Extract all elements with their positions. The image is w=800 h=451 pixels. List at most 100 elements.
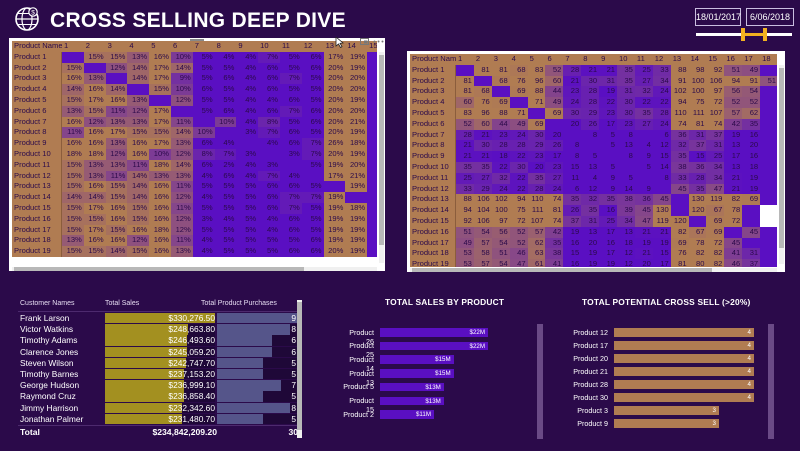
- matrix-cell[interactable]: 32: [581, 194, 600, 206]
- matrix-cell[interactable]: 6: [652, 129, 671, 141]
- matrix-cell[interactable]: 6%: [214, 73, 237, 85]
- matrix-cell[interactable]: 18%: [345, 202, 368, 214]
- matrix-cell[interactable]: 6%: [279, 246, 302, 257]
- matrix-cell[interactable]: [760, 194, 777, 206]
- matrix-cell[interactable]: 12: [581, 183, 600, 195]
- matrix-cell[interactable]: 15%: [83, 105, 106, 117]
- matrix-vertical-scrollbar[interactable]: [379, 52, 384, 263]
- matrix-column-header[interactable]: 11: [634, 54, 653, 65]
- matrix-cell[interactable]: 9: [599, 172, 618, 184]
- matrix-cell[interactable]: 69: [491, 97, 510, 108]
- matrix-column-header[interactable]: 9: [599, 54, 618, 65]
- matrix-cell[interactable]: 11%: [170, 181, 193, 193]
- matrix-cell[interactable]: 17%: [149, 73, 171, 85]
- matrix-cell[interactable]: 19%: [323, 192, 346, 203]
- matrix-cell[interactable]: [634, 172, 653, 184]
- matrix-cell[interactable]: 16: [742, 151, 761, 162]
- matrix-cell[interactable]: 35: [563, 194, 582, 206]
- matrix-cell[interactable]: 111: [688, 107, 707, 119]
- matrix-cell[interactable]: 3%: [192, 213, 215, 225]
- matrix-cell[interactable]: 5%: [301, 127, 324, 139]
- matrix-cell[interactable]: 19%: [345, 224, 368, 236]
- matrix-column-header[interactable]: 12: [652, 54, 671, 65]
- matrix-cell[interactable]: 4%: [236, 84, 259, 95]
- matrix-cell[interactable]: 21%: [345, 170, 368, 182]
- matrix-cell[interactable]: 30: [617, 97, 635, 108]
- matrix-cell[interactable]: 13%: [127, 51, 150, 63]
- bar[interactable]: [614, 341, 754, 350]
- matrix-cell[interactable]: [83, 62, 106, 74]
- matrix-cell[interactable]: 52: [742, 97, 761, 108]
- matrix-cell[interactable]: 74: [545, 215, 564, 227]
- matrix-cell[interactable]: 27: [473, 172, 492, 184]
- table-row[interactable]: Steven Wilson $242,747.70 5: [18, 357, 299, 369]
- matrix-cell[interactable]: 1: [367, 138, 377, 149]
- matrix-cell[interactable]: [192, 116, 215, 128]
- matrix-cell[interactable]: 80: [688, 259, 707, 267]
- matrix-cell[interactable]: 75: [688, 97, 707, 108]
- matrix-cell[interactable]: 15: [652, 151, 671, 162]
- matrix-cell[interactable]: [323, 181, 346, 193]
- matrix-cell[interactable]: 6%: [279, 181, 302, 193]
- matrix-row-header[interactable]: Product 7: [12, 116, 62, 128]
- bar[interactable]: [614, 367, 754, 376]
- matrix-cell[interactable]: 25: [634, 64, 653, 76]
- matrix-cell[interactable]: 17%: [105, 127, 128, 139]
- matrix-cell[interactable]: 19%: [345, 51, 368, 63]
- matrix-cell[interactable]: 20: [527, 161, 546, 173]
- matrix-cell[interactable]: 5%: [192, 73, 215, 85]
- matrix-cell[interactable]: 42: [724, 118, 743, 130]
- matrix-cell[interactable]: 17: [599, 226, 618, 238]
- matrix-cell[interactable]: 4%: [236, 62, 259, 74]
- matrix-cell[interactable]: 14%: [127, 62, 150, 74]
- matrix-cell[interactable]: 3%: [258, 159, 280, 171]
- matrix-cell[interactable]: 15%: [105, 51, 128, 63]
- matrix-cell[interactable]: 74: [545, 194, 564, 206]
- matrix-cell[interactable]: 15%: [105, 224, 128, 236]
- matrix-cell[interactable]: 6%: [214, 170, 237, 182]
- matrix-cell[interactable]: 8: [563, 151, 582, 162]
- matrix-cell[interactable]: 13: [581, 226, 600, 238]
- matrix-cell[interactable]: 37: [742, 259, 761, 267]
- matrix-cell[interactable]: 28: [527, 183, 546, 195]
- matrix-cell[interactable]: 68: [491, 75, 510, 87]
- matrix-cell[interactable]: 4%: [236, 105, 259, 117]
- matrix-cell[interactable]: 3%: [236, 127, 259, 139]
- matrix-row-header[interactable]: Product 2: [410, 75, 456, 87]
- matrix-cell[interactable]: 17%: [149, 138, 171, 149]
- matrix-row-header[interactable]: Product 15: [12, 202, 62, 214]
- matrix-cell[interactable]: 54: [491, 237, 510, 249]
- matrix-cell[interactable]: 5: [581, 151, 600, 162]
- matrix-cell[interactable]: 4%: [214, 138, 237, 149]
- matrix-cell[interactable]: 33: [456, 183, 474, 195]
- matrix-cell[interactable]: 9: [634, 183, 653, 195]
- matrix-cell[interactable]: 61: [527, 259, 546, 267]
- matrix-cell[interactable]: 5%: [236, 246, 259, 257]
- matrix-cell[interactable]: 1: [367, 235, 377, 247]
- matrix-cell[interactable]: 41: [724, 248, 743, 260]
- matrix-cell[interactable]: 4%: [258, 138, 280, 149]
- matrix-cell[interactable]: 1: [367, 246, 377, 257]
- matrix-cell[interactable]: 15%: [149, 84, 171, 95]
- matrix-column-header[interactable]: 5: [527, 54, 546, 65]
- matrix-cell[interactable]: 16: [742, 129, 761, 141]
- matrix-cell[interactable]: 18: [491, 151, 510, 162]
- matrix-cell[interactable]: 17%: [149, 105, 171, 117]
- matrix-cell[interactable]: [742, 237, 761, 249]
- matrix-cell[interactable]: 32: [634, 86, 653, 98]
- matrix-row-header[interactable]: Product 13: [12, 181, 62, 193]
- matrix-cell[interactable]: 9: [634, 151, 653, 162]
- matrix-cell[interactable]: 8: [652, 172, 671, 184]
- matrix-cell[interactable]: 5%: [301, 181, 324, 193]
- matrix-cell[interactable]: 31: [688, 129, 707, 141]
- matrix-cell[interactable]: 4%: [214, 51, 237, 63]
- matrix-cell[interactable]: 35: [599, 194, 618, 206]
- matrix-cell[interactable]: 6%: [301, 246, 324, 257]
- matrix-cell[interactable]: 5%: [258, 246, 280, 257]
- matrix-cell[interactable]: [742, 205, 761, 216]
- matrix-cell[interactable]: 22: [509, 183, 528, 195]
- matrix-cell[interactable]: 16%: [105, 235, 128, 247]
- focus-mode-icon[interactable]: [360, 38, 369, 45]
- matrix-cell[interactable]: 83: [456, 107, 474, 119]
- matrix-cell[interactable]: 49: [545, 97, 564, 108]
